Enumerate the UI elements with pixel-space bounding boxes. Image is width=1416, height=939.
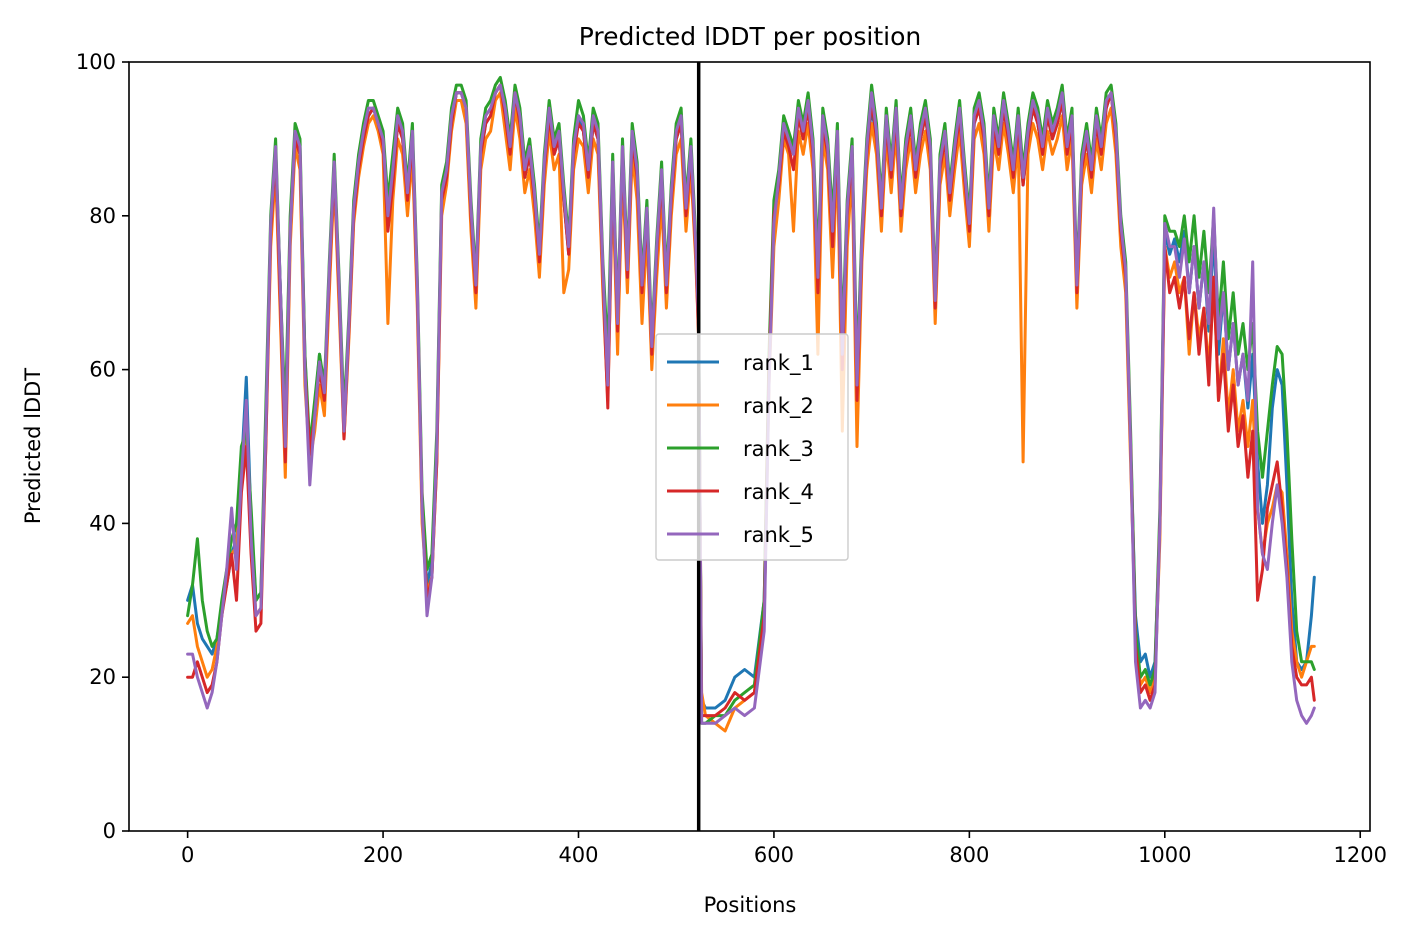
y-tick-label: 20 xyxy=(89,665,116,689)
y-tick-label: 60 xyxy=(89,358,116,382)
x-tick-label: 400 xyxy=(558,843,598,867)
x-tick-label: 800 xyxy=(949,843,989,867)
legend-label-rank_3: rank_3 xyxy=(743,437,814,462)
legend-label-rank_4: rank_4 xyxy=(743,480,814,505)
legend-frame xyxy=(655,333,849,561)
legend-label-rank_2: rank_2 xyxy=(743,394,814,419)
x-tick-label: 0 xyxy=(181,843,194,867)
legend-label-rank_1: rank_1 xyxy=(743,351,814,376)
x-tick-label: 200 xyxy=(363,843,403,867)
legend-label-rank_5: rank_5 xyxy=(743,523,814,548)
y-tick-label: 40 xyxy=(89,511,116,535)
plot-frame xyxy=(128,61,1371,832)
x-axis-title: Positions xyxy=(704,893,797,917)
y-tick-label: 100 xyxy=(76,50,116,74)
y-tick-label: 80 xyxy=(89,204,116,228)
x-tick-label: 1000 xyxy=(1138,843,1191,867)
x-tick-label: 600 xyxy=(754,843,794,867)
x-axis: 0 200 400 600 800 1000 1200 xyxy=(181,831,1387,867)
legend: rank_1 rank_2 rank_3 rank_4 rank_5 xyxy=(655,333,849,561)
y-tick-label: 0 xyxy=(103,819,116,843)
series-layer xyxy=(186,75,1316,733)
series-line-rank_5 xyxy=(186,83,1316,725)
chart-title: Predicted lDDT per position xyxy=(579,22,921,51)
y-axis-title: Predicted lDDT xyxy=(21,368,45,524)
y-axis: 0 20 40 60 80 100 xyxy=(76,50,129,843)
x-tick-label: 1200 xyxy=(1334,843,1387,867)
